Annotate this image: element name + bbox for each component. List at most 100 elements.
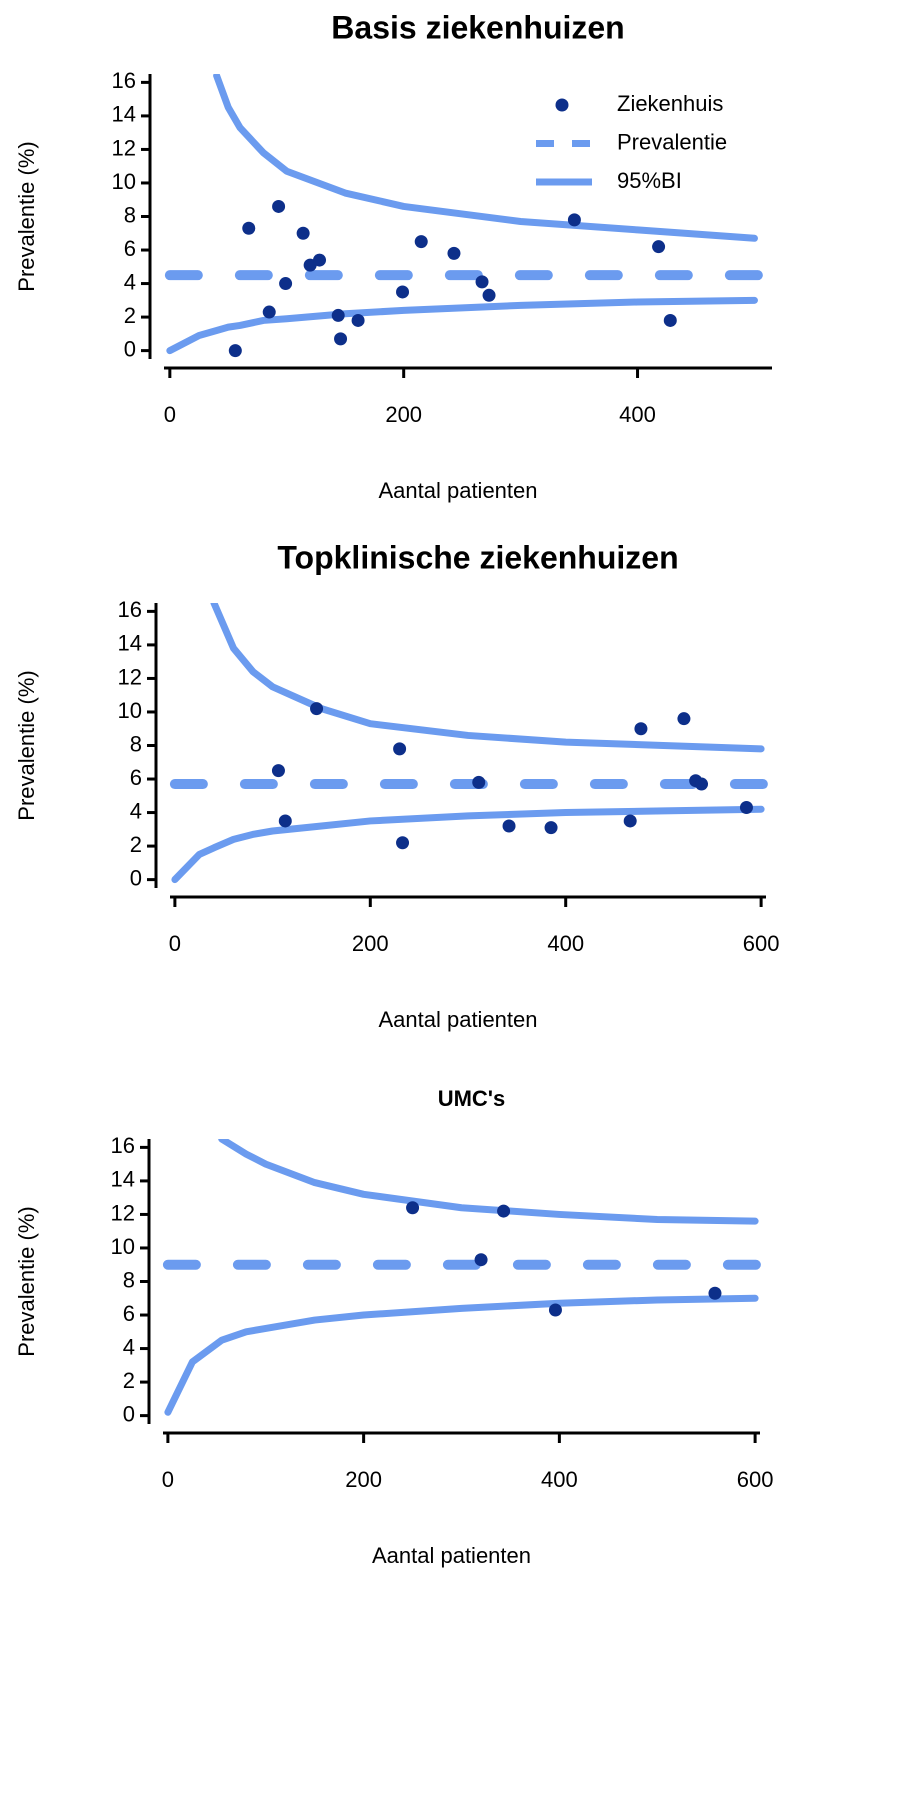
hospital-point [502, 819, 516, 833]
hospital-point [351, 313, 365, 327]
y-tick-label: 0 [124, 336, 136, 361]
hospital-point [482, 288, 496, 302]
hospital-point [475, 275, 489, 289]
x-tick-label: 600 [743, 931, 780, 956]
y-tick-label: 6 [123, 1301, 135, 1326]
chart: Basis ziekenhuizen 0 2 4 6 8 10 12 14 16 0 200 400 Aa… [14, 9, 772, 503]
x-tick-label: 400 [547, 931, 584, 956]
y-tick-label: 12 [111, 1200, 135, 1225]
hospital-point [310, 702, 324, 716]
y-tick-label: 4 [123, 1334, 135, 1359]
plot-area [164, 74, 772, 358]
ci-upper-line [218, 1139, 759, 1225]
y-tick-label: 12 [118, 664, 142, 689]
hospital-point [567, 213, 581, 227]
hospital-point [739, 801, 753, 815]
ci-lower-line [166, 296, 758, 355]
ci-upper-line [213, 74, 758, 242]
clipped [164, 74, 772, 355]
clipped [169, 603, 776, 884]
hospital-point [331, 308, 345, 322]
y-tick-label: 14 [111, 1167, 135, 1192]
hospital-point [271, 764, 285, 778]
x-tick-label: 200 [352, 931, 389, 956]
hospital-point [548, 1303, 562, 1317]
ci-upper-line [210, 603, 765, 753]
x-tick-label: 400 [541, 1467, 578, 1492]
hospital-point [472, 775, 486, 789]
y-axis-label: Prevalentie (%) [14, 670, 39, 820]
hospital-point [623, 814, 637, 828]
x-axis-label: Aantal patienten [378, 478, 537, 503]
hospital-point [242, 221, 256, 235]
chart: UMC's 0 2 4 6 8 10 12 14 16 0 200 400 600 Aantal patie… [14, 1086, 774, 1568]
plot-area [162, 1139, 770, 1416]
hospital-point [406, 1201, 420, 1215]
chart-title: Basis ziekenhuizen [331, 9, 624, 45]
x-tick-label: 400 [619, 402, 656, 427]
y-tick-label: 14 [118, 631, 142, 656]
legend-swatch [555, 98, 569, 112]
hospital-point [474, 1253, 488, 1267]
hospital-point [677, 712, 691, 726]
y-tick-label: 6 [124, 236, 136, 261]
y-tick-label: 8 [123, 1267, 135, 1292]
y-tick-label: 4 [124, 269, 136, 294]
x-axis-label: Aantal patienten [372, 1543, 531, 1568]
ci-lower-line [164, 1294, 759, 1416]
hospital-point [228, 344, 242, 358]
chart-title: UMC's [438, 1086, 506, 1111]
hospital-point [313, 253, 327, 267]
plot-area [169, 603, 776, 884]
x-tick-label: 200 [385, 402, 422, 427]
y-tick-label: 0 [123, 1401, 135, 1426]
x-tick-label: 200 [345, 1467, 382, 1492]
y-tick-label: 0 [130, 865, 142, 890]
y-tick-label: 10 [111, 1234, 135, 1259]
legend-label: 95%BI [617, 168, 682, 193]
hospital-point [272, 199, 286, 213]
chart: Topklinische ziekenhuizen 0 2 4 6 8 10 12 14 16 0 2… [14, 539, 780, 1031]
hospital-point [663, 313, 677, 327]
hospital-point [279, 277, 293, 291]
legend-label: Ziekenhuis [617, 91, 723, 116]
hospital-point [396, 285, 410, 299]
x-tick-label: 0 [162, 1467, 174, 1492]
hospital-point [447, 246, 461, 260]
hospital-point [414, 235, 428, 249]
y-tick-label: 6 [130, 765, 142, 790]
y-tick-label: 8 [130, 731, 142, 756]
y-tick-label: 4 [130, 798, 142, 823]
hospital-point [634, 722, 648, 736]
hospital-point [334, 332, 348, 346]
hospital-point [652, 240, 666, 254]
y-tick-label: 2 [123, 1368, 135, 1393]
legend: Ziekenhuis Prevalentie 95%BI [536, 91, 727, 193]
y-axis-label: Prevalentie (%) [14, 141, 39, 291]
y-tick-label: 10 [118, 698, 142, 723]
ci-lower-line [171, 805, 765, 884]
y-axis-label: Prevalentie (%) [14, 1206, 39, 1356]
y-tick-label: 2 [124, 303, 136, 328]
hospital-point [708, 1286, 722, 1300]
y-tick-label: 16 [118, 597, 142, 622]
hospital-point [393, 742, 407, 756]
x-axis-label: Aantal patienten [378, 1007, 537, 1032]
y-tick-label: 12 [112, 135, 136, 160]
legend-label: Prevalentie [617, 129, 727, 154]
hospital-point [396, 836, 410, 850]
y-tick-label: 14 [112, 102, 136, 127]
hospital-point [278, 814, 292, 828]
chart-title: Topklinische ziekenhuizen [277, 539, 678, 575]
x-tick-label: 0 [164, 402, 176, 427]
y-tick-label: 16 [111, 1133, 135, 1158]
hospital-point [497, 1204, 511, 1218]
clipped [162, 1139, 770, 1416]
hospital-point [296, 226, 310, 240]
y-tick-label: 16 [112, 68, 136, 93]
y-tick-label: 10 [112, 169, 136, 194]
y-tick-label: 8 [124, 202, 136, 227]
x-tick-label: 0 [169, 931, 181, 956]
